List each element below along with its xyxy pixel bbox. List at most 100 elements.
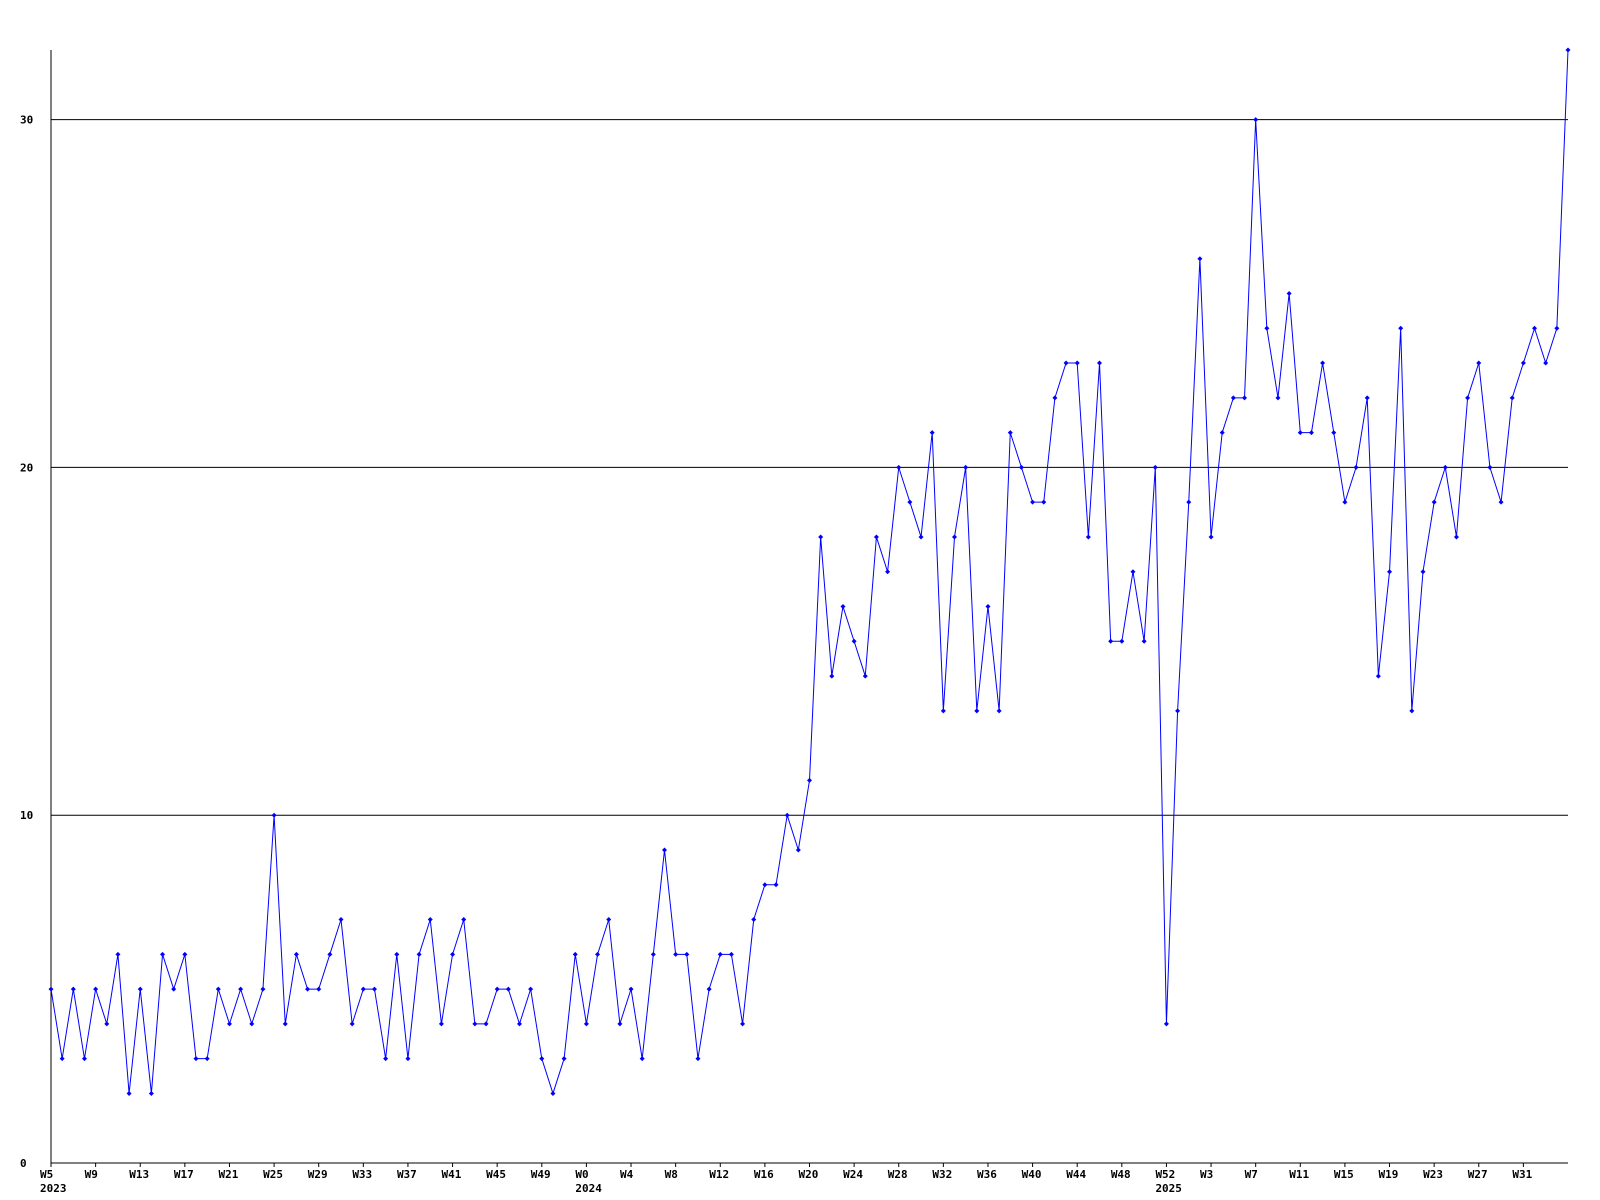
point-marker [695, 1056, 701, 1062]
point-marker [1175, 708, 1181, 714]
x-tick-label: W23 [1423, 1168, 1443, 1181]
point-marker [1331, 430, 1337, 436]
y-tick-label: 0 [20, 1157, 27, 1170]
point-marker [93, 986, 99, 992]
point-marker [929, 430, 935, 436]
x-tick-label: W5 [40, 1168, 53, 1181]
point-marker [1431, 499, 1437, 505]
point-marker [338, 917, 344, 923]
point-marker [461, 917, 467, 923]
point-marker [1275, 395, 1281, 401]
point-marker [483, 1021, 489, 1027]
point-marker [1398, 325, 1404, 331]
point-marker [840, 604, 846, 609]
point-marker [1163, 1021, 1169, 1027]
point-marker [215, 986, 221, 992]
point-marker [1018, 464, 1024, 470]
point-marker [583, 1021, 589, 1027]
x-tick-label: W16 [754, 1168, 774, 1181]
point-marker [204, 1056, 210, 1062]
x-tick-label: W17 [174, 1168, 194, 1181]
x-tick-label: W9 [85, 1168, 98, 1181]
point-marker [394, 951, 400, 957]
point-marker [1108, 638, 1114, 644]
point-marker [661, 847, 667, 853]
point-marker [706, 986, 712, 992]
point-marker [985, 604, 991, 609]
point-marker [1264, 325, 1270, 331]
point-marker [1387, 569, 1393, 575]
point-marker [528, 986, 534, 992]
point-marker [829, 673, 835, 679]
point-marker [996, 708, 1002, 714]
point-marker [1532, 325, 1538, 331]
x-tick-label: W20 [799, 1168, 819, 1181]
point-marker [1208, 534, 1214, 540]
point-marker [1520, 360, 1526, 366]
point-marker [59, 1056, 65, 1062]
x-tick-label: W44 [1066, 1168, 1086, 1181]
x-tick-label: W27 [1468, 1168, 1488, 1181]
x-tick-label: W3 [1200, 1168, 1213, 1181]
x-tick-label: W11 [1289, 1168, 1309, 1181]
point-marker [1130, 569, 1136, 575]
point-marker [438, 1021, 444, 1027]
point-marker [104, 1021, 110, 1027]
point-marker [873, 534, 879, 540]
x-tick-label: W37 [397, 1168, 417, 1181]
point-marker [740, 1021, 746, 1027]
x-tick-label: W36 [977, 1168, 997, 1181]
point-marker [1219, 430, 1225, 436]
point-marker [896, 464, 902, 470]
point-marker [684, 951, 690, 957]
point-marker [316, 986, 322, 992]
point-marker [572, 951, 578, 957]
point-marker [238, 986, 244, 992]
point-marker [505, 986, 511, 992]
point-marker [226, 1021, 232, 1027]
point-marker [907, 499, 913, 505]
x-tick-label: W31 [1512, 1168, 1532, 1181]
x-tick-label: W12 [709, 1168, 729, 1181]
point-marker [383, 1056, 389, 1062]
point-marker [751, 917, 757, 923]
point-marker [1085, 534, 1091, 540]
point-marker [1097, 360, 1103, 366]
x-tick-label: W40 [1022, 1168, 1042, 1181]
point-marker [1409, 708, 1415, 714]
series-line [50, 49, 1569, 1096]
point-marker [550, 1090, 556, 1096]
point-marker [327, 951, 333, 957]
point-marker [1119, 638, 1125, 644]
point-marker [427, 917, 433, 923]
point-marker [450, 951, 456, 957]
point-marker [773, 882, 779, 888]
point-marker [851, 638, 857, 644]
point-marker [137, 986, 143, 992]
x-tick-label: W0 [575, 1168, 588, 1181]
x-group-label: 2024 [575, 1182, 602, 1195]
point-marker [371, 986, 377, 992]
point-marker [416, 951, 422, 957]
y-tick-label: 20 [20, 461, 33, 474]
point-marker [1308, 430, 1314, 436]
point-marker [1476, 360, 1482, 366]
point-marker [1509, 395, 1515, 401]
point-marker [1074, 360, 1080, 366]
x-tick-label: W7 [1245, 1168, 1258, 1181]
point-marker [126, 1090, 132, 1096]
point-marker [784, 812, 790, 818]
point-marker [1498, 499, 1504, 505]
point-marker [1442, 464, 1448, 470]
point-marker [1253, 117, 1259, 123]
point-marker [1420, 569, 1426, 575]
point-marker [81, 1056, 87, 1062]
point-marker [606, 917, 612, 923]
point-marker [918, 534, 924, 540]
x-tick-label: W29 [308, 1168, 328, 1181]
x-tick-label: W19 [1379, 1168, 1399, 1181]
point-marker [628, 986, 634, 992]
point-marker [160, 951, 166, 957]
point-marker [963, 464, 969, 470]
point-marker [171, 986, 177, 992]
